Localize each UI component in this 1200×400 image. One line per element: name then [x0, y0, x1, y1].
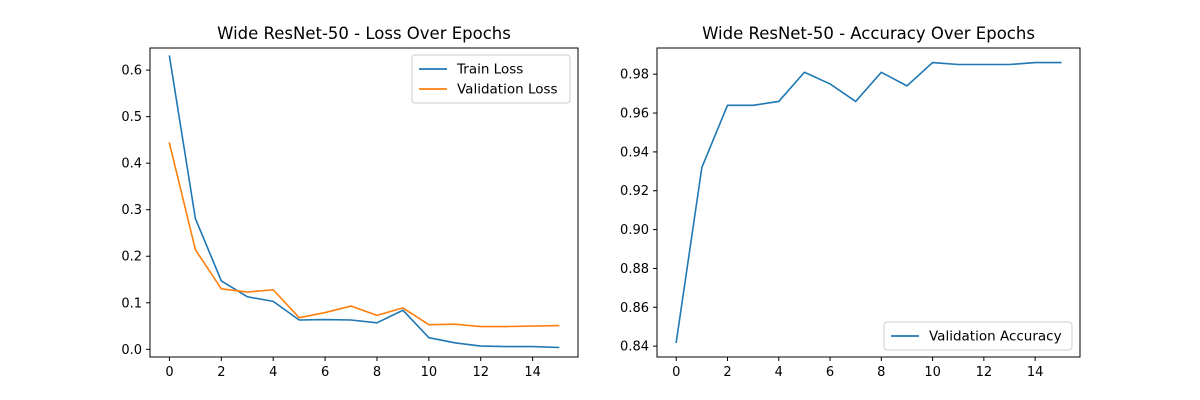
- legend-box: [883, 321, 1073, 351]
- series-line-train-loss: [168, 55, 560, 349]
- y-tick-label: 0.4: [121, 157, 142, 172]
- legend-label: Train Loss: [456, 62, 523, 78]
- y-tick-label: 0.88: [620, 262, 649, 277]
- x-tick-label: 12: [472, 365, 489, 380]
- x-tick-label: 8: [877, 365, 885, 380]
- y-tick-label: 0.6: [121, 64, 142, 79]
- y-tick-label: 0.0: [121, 343, 142, 358]
- x-tick-label: 10: [924, 365, 941, 380]
- y-tick-label: 0.94: [620, 145, 649, 160]
- chart-title: Wide ResNet-50 - Accuracy Over Epochs: [702, 24, 1035, 43]
- y-tick-label: 0.90: [620, 223, 649, 238]
- x-tick-label: 0: [672, 365, 680, 380]
- chart-loss: Wide ResNet-50 - Loss Over Epochs 0 2 4 6 8 10…: [121, 24, 579, 380]
- x-tick-label: 6: [826, 365, 834, 380]
- x-tick-label: 8: [373, 365, 381, 380]
- x-tick-label: 12: [976, 365, 993, 380]
- x-tick-label: 6: [321, 365, 329, 380]
- y-tick-label: 0.5: [121, 110, 142, 125]
- y-tick-label: 0.1: [121, 296, 142, 311]
- y-tick-label: 0.92: [620, 184, 649, 199]
- x-tick-label: 4: [269, 365, 277, 380]
- axes-frame: [656, 47, 1081, 358]
- chart-accuracy: Wide ResNet-50 - Accuracy Over Epochs 0 2 4…: [620, 24, 1081, 380]
- y-tick-label: 0.84: [620, 340, 649, 355]
- series-line-validation-accuracy: [675, 61, 1062, 344]
- y-tick-label: 0.86: [620, 301, 649, 316]
- legend-box: [411, 54, 571, 104]
- chart-title: Wide ResNet-50 - Loss Over Epochs: [217, 24, 511, 43]
- legend-label: Validation Accuracy: [929, 329, 1062, 345]
- legend: Train Loss Validation Loss: [411, 54, 571, 104]
- x-tick-label: 4: [775, 365, 783, 380]
- legend-label: Validation Loss: [457, 82, 558, 98]
- x-tick-label: 2: [217, 365, 225, 380]
- series-line-validation-loss: [168, 142, 560, 328]
- x-tick-label: 14: [1027, 365, 1044, 380]
- y-tick-label: 0.98: [620, 68, 649, 83]
- y-tick-label: 0.2: [121, 250, 142, 265]
- legend: Validation Accuracy: [883, 321, 1073, 351]
- axes-frame: [149, 47, 579, 358]
- x-tick-label: 0: [165, 365, 173, 380]
- y-tick-label: 0.3: [121, 203, 142, 218]
- x-tick-label: 2: [723, 365, 731, 380]
- x-tick-label: 10: [421, 365, 438, 380]
- y-tick-label: 0.96: [620, 107, 649, 122]
- x-tick-label: 14: [524, 365, 541, 380]
